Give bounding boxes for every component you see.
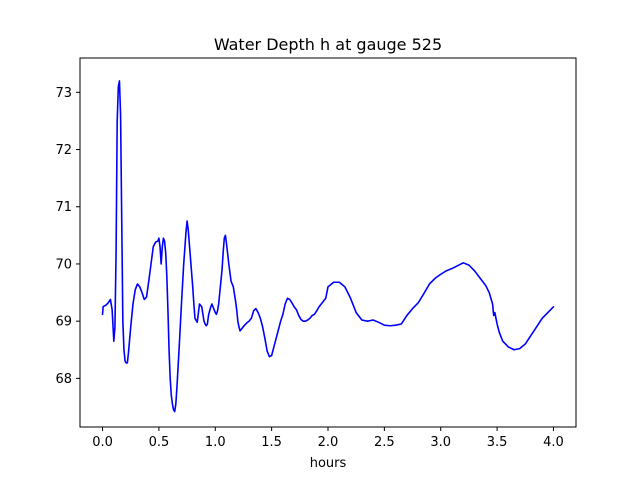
x-tick-label: 4.0 bbox=[543, 435, 564, 450]
x-tick-label: 1.0 bbox=[205, 435, 226, 450]
y-tick-label: 71 bbox=[55, 200, 72, 215]
y-axis: 68 69 70 71 72 73 bbox=[55, 86, 80, 387]
x-tick-label: 2.5 bbox=[374, 435, 395, 450]
x-tick-label: 2.0 bbox=[318, 435, 339, 450]
x-tick-label: 0.0 bbox=[92, 435, 113, 450]
x-tick-label: 3.0 bbox=[430, 435, 451, 450]
plot-area bbox=[101, 80, 555, 413]
y-tick-label: 69 bbox=[55, 315, 72, 330]
x-tick-label: 3.5 bbox=[487, 435, 508, 450]
y-tick-label: 70 bbox=[55, 257, 72, 272]
y-tick-label: 72 bbox=[55, 143, 72, 158]
y-tick-label: 73 bbox=[55, 86, 72, 101]
x-axis: 0.0 0.5 1.0 1.5 2.0 2.5 3.0 3.5 4.0 bbox=[92, 427, 564, 450]
y-tick-label: 68 bbox=[55, 372, 72, 387]
chart-title: Water Depth h at gauge 525 bbox=[214, 35, 442, 54]
x-tick-label: 1.5 bbox=[261, 435, 282, 450]
series-line bbox=[101, 80, 555, 413]
x-tick-label: 0.5 bbox=[149, 435, 170, 450]
x-axis-label: hours bbox=[310, 456, 347, 471]
